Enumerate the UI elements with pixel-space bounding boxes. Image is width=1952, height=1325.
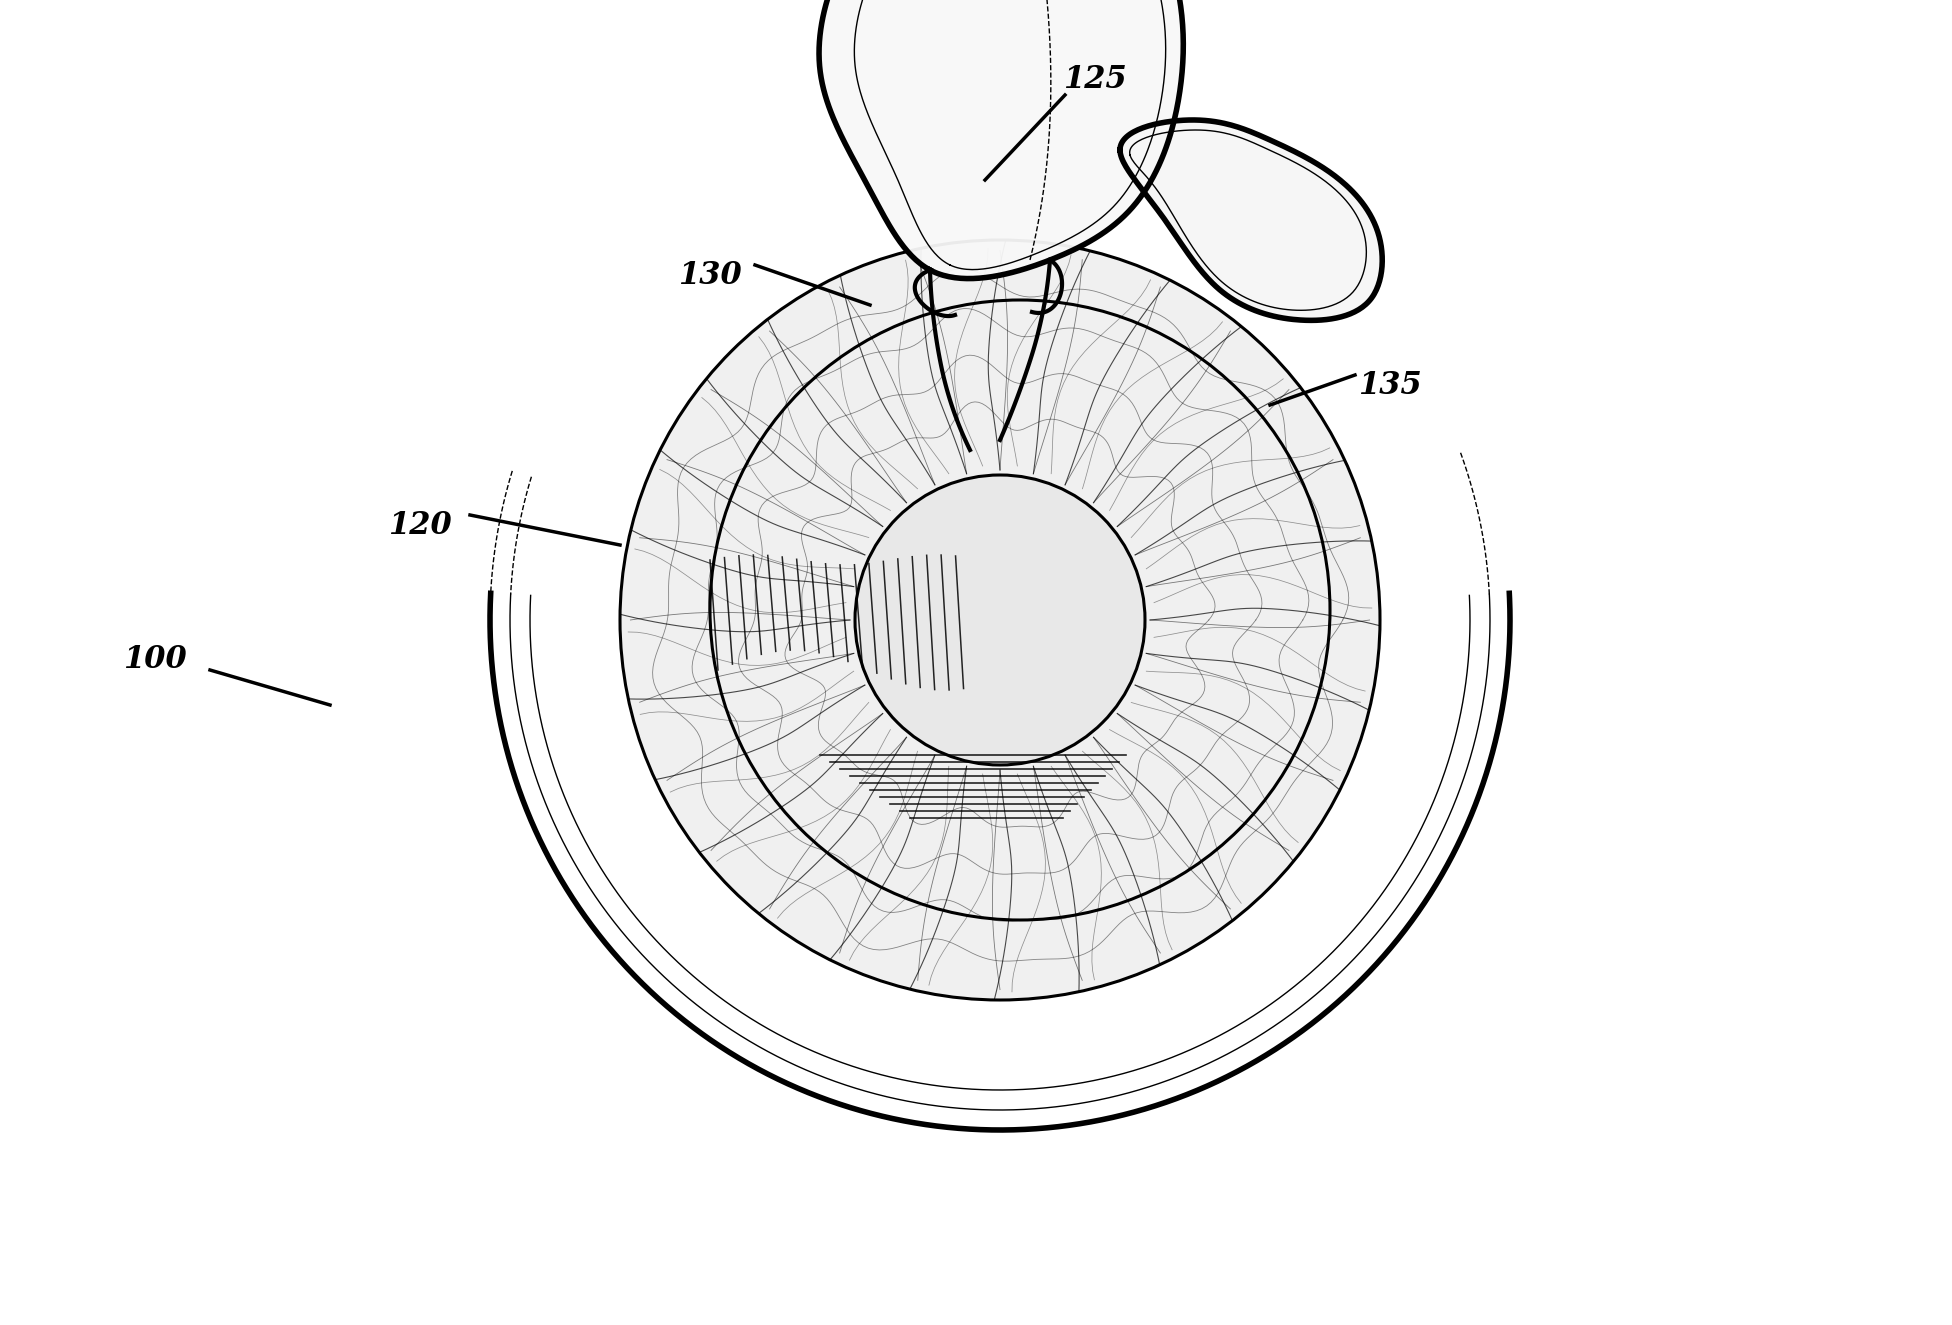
Text: 135: 135 [1359, 370, 1421, 400]
Circle shape [621, 240, 1380, 1000]
Text: 130: 130 [677, 260, 742, 290]
Polygon shape [490, 575, 1511, 1130]
Polygon shape [820, 0, 1183, 278]
Polygon shape [1120, 121, 1382, 321]
Text: 100: 100 [123, 644, 187, 676]
Text: 120: 120 [388, 510, 451, 541]
Text: 125: 125 [1064, 65, 1126, 95]
Circle shape [855, 474, 1146, 765]
